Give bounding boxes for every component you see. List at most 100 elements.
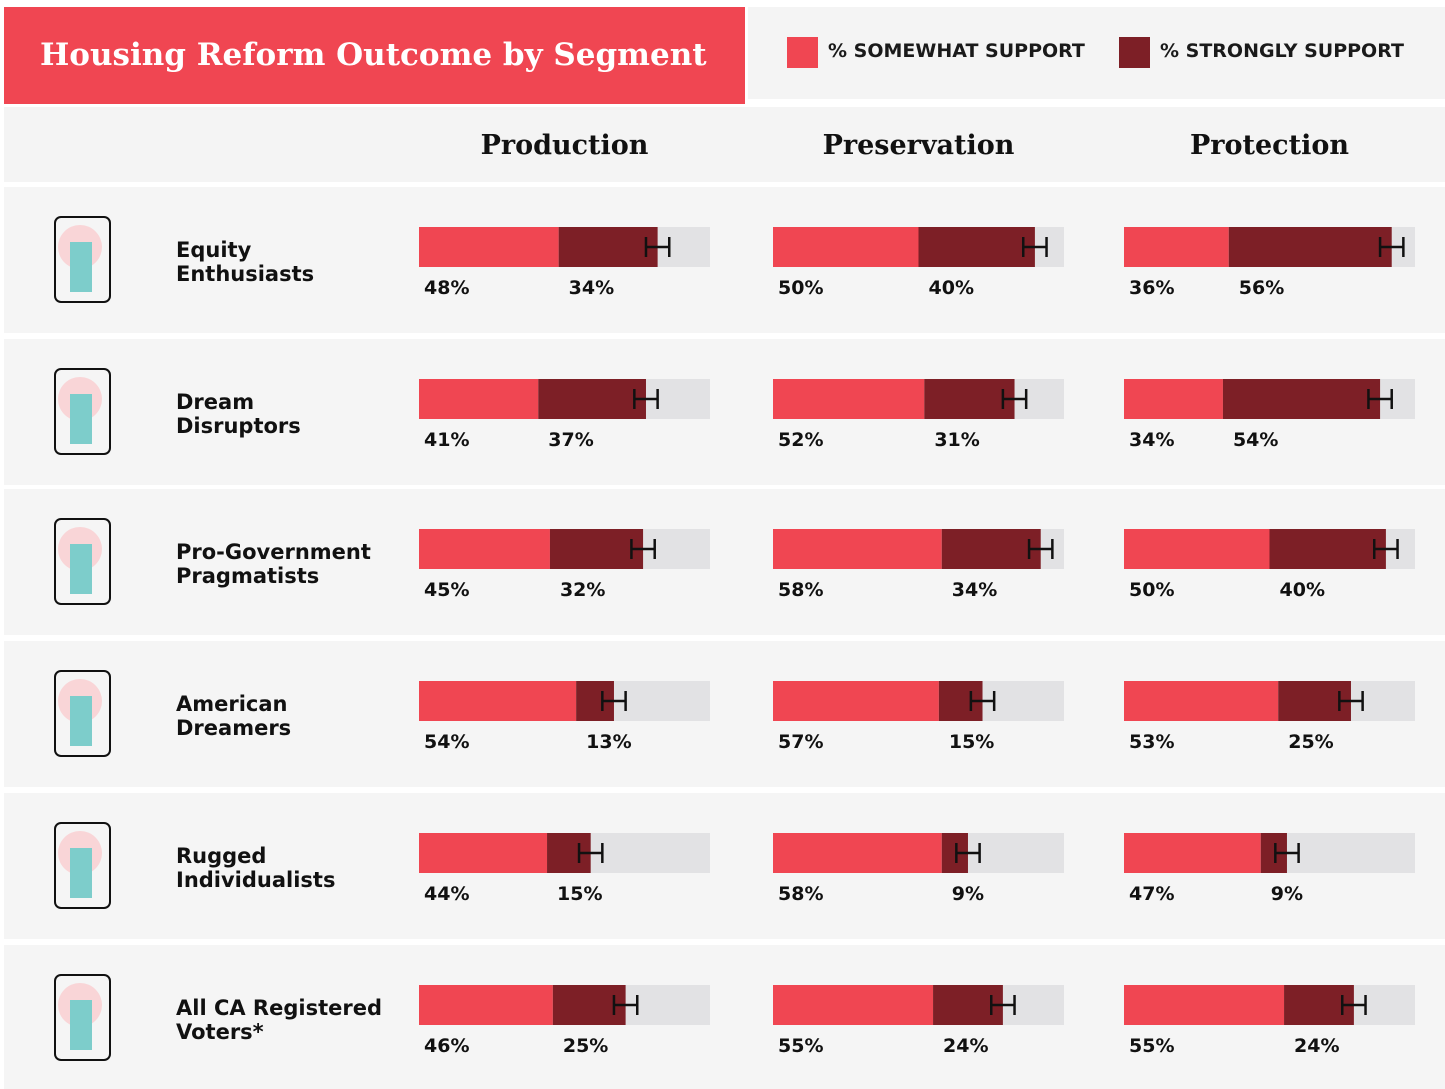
bar-segment [1269,529,1386,569]
value-label: 31% [934,429,980,451]
icon-block [70,394,92,444]
bar-segment [773,379,925,419]
error-bar [955,843,981,863]
bar-segment [924,379,1015,419]
value-label: 37% [548,429,594,451]
chart-title: Housing Reform Outcome by Segment [4,7,745,104]
value-label: 9% [951,883,985,905]
bar-segment [773,985,934,1025]
bar-segment [1124,833,1261,873]
error-bar [1341,995,1367,1015]
icon-outline [54,518,111,605]
bar-segment [1124,227,1229,267]
value-label: 15% [948,731,995,753]
error-bar [577,843,604,863]
error-bar [1001,389,1028,409]
segment-name: American Dreamers [176,692,292,740]
icon-outline [54,670,111,757]
value-label: 50% [778,277,824,299]
panel-title: Protection [1190,130,1349,161]
panel-title: Production [480,130,649,161]
segment-name: Equity Enthusiasts [176,238,315,286]
value-label: 15% [557,883,603,905]
value-label: 25% [562,1035,609,1057]
error-bar [1274,843,1300,863]
legend-swatch [1119,37,1150,68]
value-label: 55% [778,1035,824,1057]
segment-name: All CA Registered Voters* [176,996,382,1044]
error-bar [1338,691,1364,711]
value-label: 52% [778,429,824,451]
bar-segment [538,379,646,419]
icon-block [70,1000,92,1050]
error-bar [601,691,627,711]
value-label: 58% [778,883,824,905]
bar-segment [419,833,548,873]
value-label: 25% [1288,731,1334,753]
bar-segment [773,833,942,873]
value-label: 47% [1129,883,1175,905]
value-label: 54% [1232,429,1279,451]
error-bar [969,691,996,711]
bar-segment [1228,227,1392,267]
value-label: 54% [424,731,470,753]
bar-segment [773,529,942,569]
value-label: 40% [1279,579,1325,601]
bar-segment [1124,985,1285,1025]
error-bar [630,539,656,559]
icon-outline [54,974,111,1061]
bar-segment [419,529,550,569]
bar-segment [918,227,1035,267]
legend-label: % STRONGLY SUPPORT [1160,40,1404,62]
error-bar [1022,237,1048,257]
icon-outline [54,216,111,303]
header-background [4,107,1445,182]
bar-segment [1124,379,1223,419]
bar-segment [773,227,919,267]
segment-name: Dream Disruptors [176,390,301,438]
value-label: 9% [1270,883,1304,905]
value-label: 32% [559,579,606,601]
icon-outline [54,368,111,455]
value-label: 24% [1294,1035,1340,1057]
icon-block [70,848,92,898]
bar-segment [549,529,644,569]
bar-segment [773,681,939,721]
value-label: 13% [586,731,632,753]
error-bar [644,237,671,257]
error-bar [612,995,639,1015]
value-label: 34% [568,277,615,299]
value-label: 58% [778,579,824,601]
bar-segment [558,227,658,267]
icon-block [70,696,92,746]
legend-background [748,7,1445,99]
value-label: 50% [1129,579,1175,601]
value-label: 34% [951,579,998,601]
bar-segment [941,529,1041,569]
value-label: 34% [1129,429,1175,451]
value-label: 48% [424,277,470,299]
value-label: 36% [1129,277,1175,299]
bar-segment [419,379,539,419]
bar-segment [419,985,553,1025]
value-label: 55% [1129,1035,1175,1057]
bar-segment [1124,529,1270,569]
value-label: 56% [1238,277,1285,299]
error-bar [1027,539,1054,559]
value-label: 53% [1129,731,1175,753]
bar-segment [1222,379,1381,419]
icon-outline [54,822,111,909]
error-bar [1367,389,1393,409]
segment-name: Pro-Government Pragmatists [176,540,371,588]
icon-block [70,242,92,292]
error-bar [990,995,1016,1015]
segment-name: Rugged Individualists [176,844,336,892]
bar-segment [419,681,577,721]
value-label: 40% [928,277,974,299]
icon-block [70,544,92,594]
value-label: 46% [424,1035,470,1057]
error-bar [1378,237,1405,257]
error-bar [1373,539,1399,559]
